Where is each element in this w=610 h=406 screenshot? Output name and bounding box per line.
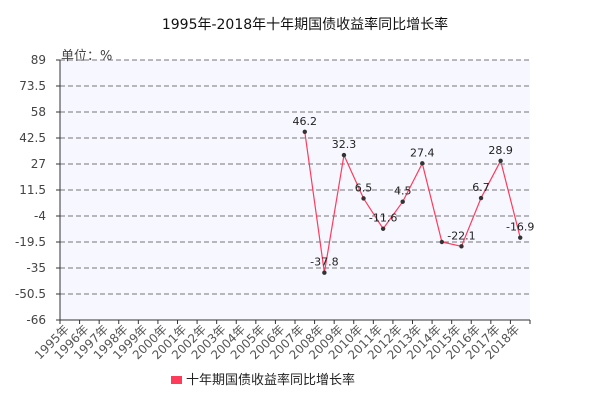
legend-swatch bbox=[171, 376, 182, 384]
data-label: 46.2 bbox=[293, 115, 318, 128]
data-point bbox=[478, 195, 484, 201]
y-tick-label: -35 bbox=[26, 261, 46, 275]
y-tick-label: 11.5 bbox=[19, 183, 46, 197]
axes bbox=[56, 59, 531, 324]
data-points bbox=[302, 129, 523, 275]
data-point bbox=[380, 226, 386, 231]
data-labels: 46.2 -37.8 32.3 6.5 -11.6 4.5 27.4 -22.1 6.7 28.9… bbox=[293, 115, 535, 269]
y-tick-label: -4 bbox=[34, 209, 46, 223]
y-tick-label: 42.5 bbox=[19, 131, 46, 145]
unit-label: 单位：% bbox=[61, 49, 112, 64]
legend: 十年期国债收益率同比增长率 bbox=[171, 372, 355, 388]
data-label: 28.9 bbox=[488, 144, 513, 157]
x-tick-labels: 1995年1996年1997年1998年1999年2000年2001年2002年… bbox=[32, 322, 522, 362]
gridlines bbox=[60, 85, 530, 295]
y-tick-label: 58 bbox=[31, 105, 46, 119]
legend-label: 十年期国债收益率同比增长率 bbox=[186, 372, 355, 388]
y-tick-label: 27 bbox=[31, 157, 46, 171]
data-point bbox=[322, 270, 327, 275]
data-label: 32.3 bbox=[332, 138, 357, 151]
y-tick-label: -19.5 bbox=[15, 235, 46, 249]
data-point bbox=[302, 129, 307, 134]
data-point bbox=[420, 161, 425, 166]
data-point bbox=[439, 239, 445, 245]
series-polyline bbox=[304, 131, 521, 273]
y-tick-label: -50.5 bbox=[15, 287, 46, 301]
y-tick-label: -66 bbox=[26, 313, 46, 327]
data-label: 6.5 bbox=[355, 181, 373, 194]
y-tick-label: 73.5 bbox=[19, 79, 46, 93]
data-point bbox=[518, 235, 523, 240]
data-label: 6.7 bbox=[472, 181, 490, 194]
data-label: -11.6 bbox=[369, 212, 397, 225]
data-label: 4.5 bbox=[394, 185, 412, 198]
data-point bbox=[341, 152, 347, 158]
chart-title: 1995年-2018年十年期国债收益率同比增长率 bbox=[162, 16, 448, 33]
data-point bbox=[361, 196, 366, 201]
data-point bbox=[498, 158, 503, 164]
data-point bbox=[459, 244, 464, 249]
data-label: 27.4 bbox=[410, 146, 435, 159]
y-tick-label: 89 bbox=[31, 53, 46, 67]
data-label: -16.9 bbox=[506, 221, 534, 234]
data-label: -37.8 bbox=[310, 256, 338, 269]
series-line bbox=[304, 131, 521, 273]
data-point bbox=[400, 199, 405, 204]
data-label: -22.1 bbox=[447, 229, 475, 242]
y-tick-labels: 89 73.5 58 42.5 27 11.5 -4 -19.5 -35 -50.5 -66 bbox=[15, 53, 46, 327]
